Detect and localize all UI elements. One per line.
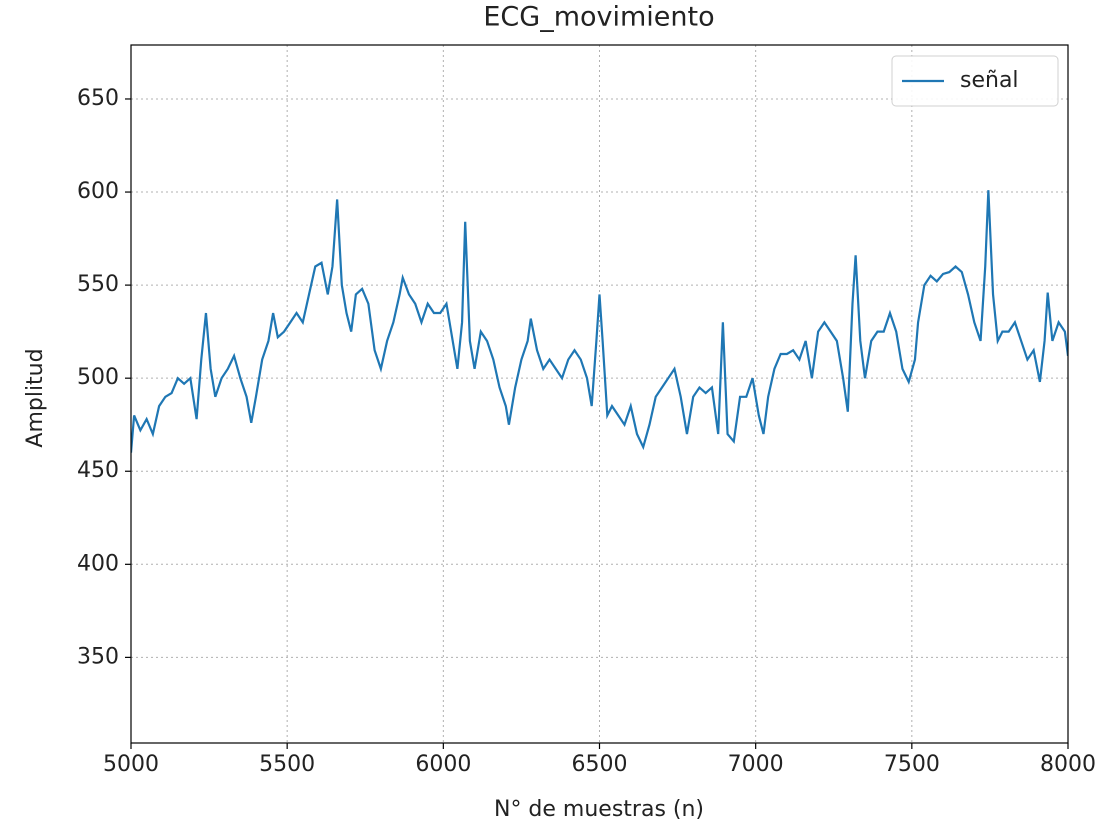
x-tick-label: 7000 (728, 752, 784, 777)
legend-box (891, 55, 1059, 107)
y-axis-label: Amplitud (23, 348, 48, 447)
y-tick-label: 600 (77, 179, 119, 204)
x-tick-label: 7500 (884, 752, 940, 777)
x-tick-label: 5500 (259, 752, 315, 777)
y-tick-label: 500 (77, 365, 119, 390)
y-tick-label: 550 (77, 272, 119, 297)
y-tick-label: 400 (77, 551, 119, 576)
y-tick-label: 450 (77, 458, 119, 483)
x-axis-label: N° de muestras (n) (494, 797, 704, 822)
chart-title: ECG_movimiento (483, 2, 714, 33)
y-tick-label: 350 (77, 644, 119, 669)
y-tick-label: 650 (77, 86, 119, 111)
legend-label: señal (960, 68, 1019, 93)
x-tick-label: 6000 (415, 752, 471, 777)
plot-frame (130, 44, 1069, 744)
x-tick-label: 8000 (1040, 752, 1096, 777)
line-series (131, 190, 1068, 453)
x-tick-label: 5000 (103, 752, 159, 777)
x-tick-label: 6500 (572, 752, 628, 777)
